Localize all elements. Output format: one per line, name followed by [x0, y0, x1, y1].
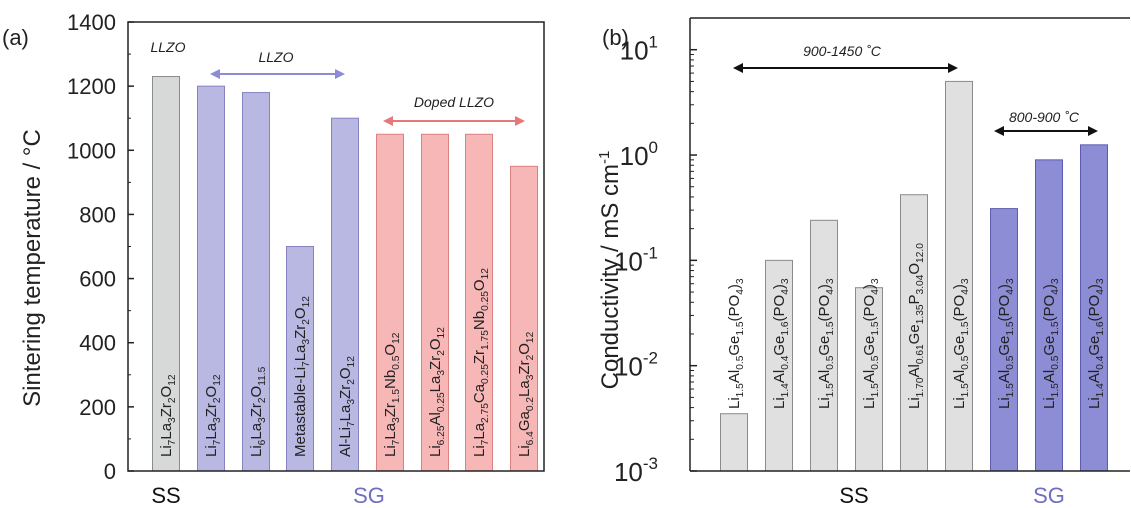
panel-a-ytick-label-2: 400	[79, 331, 116, 356]
panel-a-bar-label-3: Metastable-Li7La3Zr2O12	[292, 296, 312, 457]
panel-b-bar-0	[720, 413, 748, 472]
panel-a-ytick-label-0: 0	[104, 459, 116, 484]
panel-b-bar-4	[900, 194, 928, 472]
panel-a-bar-label-group-4: Al-Li7La3Zr2O12	[337, 356, 357, 457]
panel-b-tag: (b)	[602, 25, 629, 50]
panel-a-bar-label-group-2: Li6La3Zr2O11.5	[248, 366, 268, 457]
panel-a-llzo-arrow-head-right	[335, 69, 345, 79]
panel-a-bar-8	[510, 165, 538, 472]
panel-a-bar-label-8: Li6.4Ga0.2La3Zr2O12	[516, 331, 536, 457]
panel-a-bar-label-group-6: Li6.25Al0.25La3Zr2O12	[427, 327, 447, 457]
panel-a-ylabel-text: Sintering temperature / °C	[19, 129, 46, 407]
panel-b-bar-label-group-3: Li1.5Al0.5Ge1.5(PO4)3	[861, 278, 881, 409]
panel-b-bar-3	[855, 287, 883, 472]
panel-a-top-llzo: LLZO	[150, 39, 185, 55]
panel-b-bar-label-group-6: Li1.5Al0.5Ge1.5(PO4)3	[996, 278, 1016, 409]
panel-b-ylabel: Conductivity / mS cm-1	[596, 151, 624, 390]
panel-a-bar-2	[242, 92, 270, 472]
panel-a-ytick-label-4: 800	[79, 202, 116, 227]
panel-b-arrow-2-head-left	[994, 126, 1004, 136]
panel-a-group-ss: SS	[151, 483, 180, 508]
panel-a-bar-4	[331, 117, 359, 472]
panel-b-bar-label-2: Li1.5Al0.5Ge1.5(PO4)3	[816, 278, 836, 409]
panel-b-bar-5	[945, 80, 973, 472]
panel-b-bar-label-8: Li1.4Al0.4Ge1.6(PO4)3	[1086, 278, 1106, 409]
panel-a-bar-label-0: Li7La3Zr2O12	[158, 374, 178, 457]
panel-b-bar-label-3: Li1.5Al0.5Ge1.5(PO4)3	[861, 278, 881, 409]
panel-a-bar-label-group-5: Li7La3Zr1.5Nb0.5O12	[382, 332, 402, 457]
panel-b-arrow-1-head-left	[733, 63, 743, 73]
panel-a-llzo-arrow-label: LLZO	[258, 49, 293, 65]
panel-a-ytick-label-5: 1000	[67, 138, 116, 163]
panel-b-bar-7	[1035, 159, 1063, 472]
panel-a-bar-label-6: Li6.25Al0.25La3Zr2O12	[427, 327, 447, 457]
panel-b-arrow-2-head-right	[1088, 126, 1098, 136]
panel-b-bar-label-5: Li1.5Al0.5Ge1.5(PO4)3	[951, 278, 971, 409]
panel-a-doped-arrow-head-right	[515, 116, 525, 126]
panel-a-ytick-label-7: 1400	[67, 10, 116, 35]
panel-a-tag: (a)	[2, 25, 29, 50]
panel-b-ytick-label-0: 10-3	[614, 454, 658, 487]
panel-b-ylabel-sup: -1	[596, 151, 613, 164]
panel-a-bar-5	[376, 133, 404, 472]
panel-b-bar-2	[810, 219, 838, 472]
panel-a-ytick-label-1: 200	[79, 395, 116, 420]
panel-b-bar-label-7: Li1.5Al0.5Ge1.5(PO4)3	[1041, 278, 1061, 409]
panel-b-arrow-label-1: 900-1450 ˚C	[803, 43, 882, 59]
panel-b-group-sg: SG	[1033, 483, 1065, 508]
panel-b-ytick-label-4: 101	[620, 33, 658, 66]
panel-b-bar-label-group-1: Li1.4Al0.4Ge1.6(PO4)3	[771, 278, 791, 409]
panel-a-bar-7	[465, 133, 493, 472]
panel-b-ytick-label-2: 10-1	[614, 243, 658, 276]
panel-b-arrow-label-2: 800-900 ˚C	[1009, 109, 1080, 125]
panel-b-bar-label-group-0: Li1.5Al0.5Ge1.5(PO4)3	[726, 278, 746, 409]
panel-a-bar-label-group-1: Li7La3Zr2O12	[203, 374, 223, 457]
panel-a-bar-label-group-7: Li7La2.75Ca0.25Zr1.75Nb0.25O12	[471, 268, 491, 457]
panel-b-ylabel-main: Conductivity / mS cm	[597, 164, 624, 389]
panel-b-bar-label-6: Li1.5Al0.5Ge1.5(PO4)3	[996, 278, 1016, 409]
panel-a-llzo-arrow-head-left	[210, 69, 220, 79]
panel-b-bar-label-1: Li1.4Al0.4Ge1.6(PO4)3	[771, 278, 791, 409]
panel-a-ytick-label-6: 1200	[67, 74, 116, 99]
panel-b-bar-6	[990, 208, 1018, 472]
panel-a-bar-label-2: Li6La3Zr2O11.5	[248, 366, 268, 457]
panel-a-bar-0	[152, 76, 180, 472]
panel-b-arrow-1-head-right	[948, 63, 958, 73]
panel-a-bar-label-7: Li7La2.75Ca0.25Zr1.75Nb0.25O12	[471, 268, 491, 457]
panel-a-doped-arrow-label: Doped LLZO	[414, 94, 494, 110]
panel-a-ylabel: Sintering temperature / °C	[19, 129, 46, 407]
panel-a-bar-label-5: Li7La3Zr1.5Nb0.5O12	[382, 332, 402, 457]
panel-a-bar-label-group-3: Metastable-Li7La3Zr2O12	[292, 296, 312, 457]
panel-b-ytick-label-1: 10-2	[614, 349, 658, 382]
panel-a-bar-label-1: Li7La3Zr2O12	[203, 374, 223, 457]
panel-b-bar-label-group-8: Li1.4Al0.4Ge1.6(PO4)3	[1086, 278, 1106, 409]
panel-b-bar-label-0: Li1.5Al0.5Ge1.5(PO4)3	[726, 278, 746, 409]
panel-a-group-sg: SG	[353, 483, 385, 508]
panel-b-group-ss: SS	[839, 483, 868, 508]
panel-b-bar-label-4: Li1.70Al0.61Ge1.35P3.04O12.0	[906, 243, 926, 409]
panel-a-llzo-arrow	[210, 69, 345, 79]
panel-b-arrow-1	[733, 63, 958, 73]
panel-b-ylabel-text: Conductivity / mS cm-1	[596, 151, 624, 390]
panel-a-ytick-label-3: 600	[79, 267, 116, 292]
panel-b-arrow-2	[994, 126, 1098, 136]
panel-a-doped-arrow-head-left	[383, 116, 393, 126]
panel-b-bar-label-group-5: Li1.5Al0.5Ge1.5(PO4)3	[951, 278, 971, 409]
panel-b-bar-1	[765, 259, 793, 472]
panel-b-bar-label-group-7: Li1.5Al0.5Ge1.5(PO4)3	[1041, 278, 1061, 409]
panel-b-ytick-label-3: 100	[620, 138, 658, 171]
panel-a-doped-arrow	[383, 116, 525, 126]
panel-b-bar-8	[1080, 144, 1108, 472]
panel-a-bar-label-group-8: Li6.4Ga0.2La3Zr2O12	[516, 331, 536, 457]
panel-a-bar-label-group-0: Li7La3Zr2O12	[158, 374, 178, 457]
panel-b-bar-label-group-2: Li1.5Al0.5Ge1.5(PO4)3	[816, 278, 836, 409]
panel-b-bar-label-group-4: Li1.70Al0.61Ge1.35P3.04O12.0	[906, 243, 926, 409]
panel-a-bar-label-4: Al-Li7La3Zr2O12	[337, 356, 357, 457]
